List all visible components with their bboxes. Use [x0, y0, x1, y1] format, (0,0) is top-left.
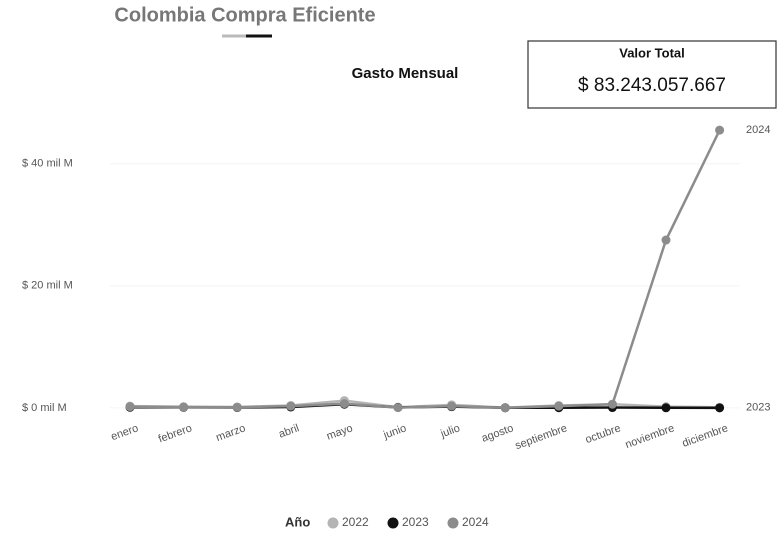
y-tick-label: $ 20 mil M — [22, 280, 73, 292]
x-tick-label: mayo — [325, 422, 354, 442]
series-marker — [339, 399, 349, 409]
kpi-card — [527, 40, 777, 109]
series-marker — [661, 235, 671, 245]
x-tick-label: enero — [109, 422, 140, 443]
series-marker — [715, 403, 725, 413]
kpi-title: Valor Total — [619, 45, 685, 60]
x-tick-label: marzo — [214, 422, 247, 444]
end-label: 2024 — [746, 124, 770, 136]
series-marker — [500, 403, 510, 413]
legend-marker — [387, 517, 399, 529]
chart-title: Gasto Mensual — [352, 65, 459, 82]
x-tick-label: junio — [381, 422, 408, 442]
x-tick-label: agosto — [480, 422, 515, 445]
header-title: Colombia Compra Eficiente — [114, 4, 375, 26]
legend-label: 2024 — [462, 515, 489, 529]
x-tick-label: noviembre — [624, 422, 676, 451]
legend-title: Año — [285, 514, 310, 529]
x-tick-label: septiembre — [514, 422, 569, 452]
x-tick-label: octubre — [584, 422, 623, 446]
legend-marker — [447, 517, 459, 529]
series-marker — [447, 401, 457, 411]
legend-label: 2022 — [342, 515, 369, 529]
series-marker — [715, 125, 725, 135]
series-marker — [125, 402, 135, 412]
kpi-value: $ 83.243.057.667 — [578, 75, 726, 96]
series-marker — [607, 399, 617, 409]
series-marker — [393, 403, 403, 413]
legend-label: 2023 — [402, 515, 429, 529]
x-tick-label: abril — [277, 422, 301, 440]
series-marker — [554, 401, 564, 411]
x-tick-label: febrero — [157, 422, 194, 445]
series-marker — [286, 401, 296, 411]
x-tick-label: diciembre — [681, 422, 730, 450]
series-marker — [661, 403, 671, 413]
legend-marker — [327, 517, 339, 529]
x-tick-label: julio — [438, 422, 461, 440]
series-line — [129, 129, 721, 409]
y-tick-label: $ 0 mil M — [22, 402, 67, 414]
end-label: 2023 — [746, 402, 770, 414]
series-marker — [232, 402, 242, 412]
y-tick-label: $ 40 mil M — [22, 158, 73, 170]
series-marker — [179, 402, 189, 412]
